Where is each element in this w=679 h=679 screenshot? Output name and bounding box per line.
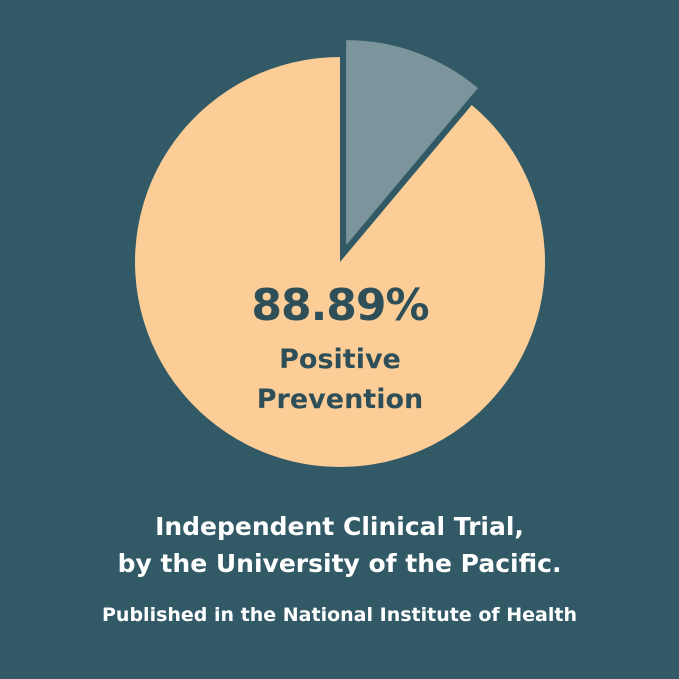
percentage-label: 88.89% — [251, 280, 429, 331]
caption-source: Published in the National Institute of H… — [102, 604, 577, 626]
caption-line2: by the University of the Pacific. — [117, 549, 562, 578]
slice-label: Positive Prevention — [190, 340, 490, 420]
slice-label-line2: Prevention — [256, 384, 424, 415]
caption-line1: Independent Clinical Trial, — [155, 512, 524, 541]
pie-slice-positive-prevention — [135, 57, 546, 467]
slice-label-line1: Positive — [279, 344, 401, 375]
pie-slice-exploded — [346, 40, 478, 246]
caption-title: Independent Clinical Trial, by the Unive… — [0, 508, 679, 582]
